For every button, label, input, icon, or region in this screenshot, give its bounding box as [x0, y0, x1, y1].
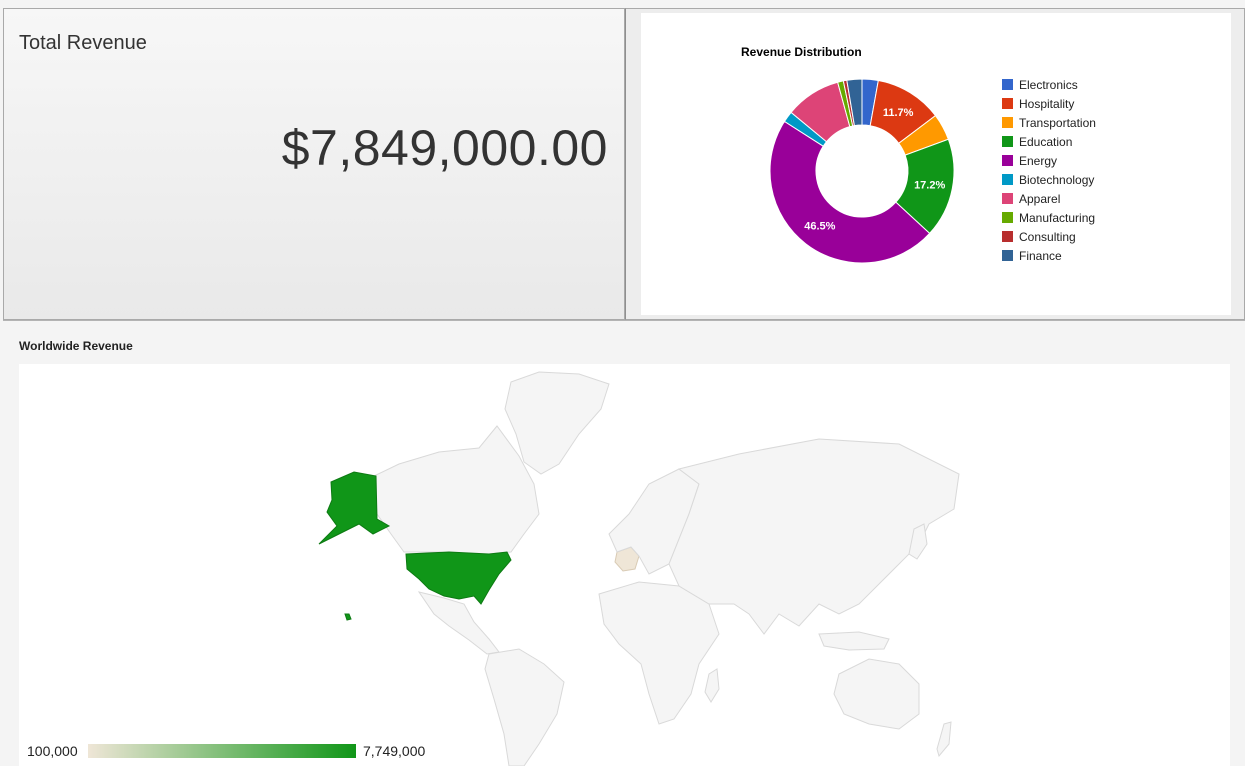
- legend-item-manufacturing[interactable]: Manufacturing: [1002, 208, 1096, 227]
- world-map-svg: [318, 371, 960, 766]
- legend-swatch: [1002, 79, 1013, 90]
- slice-energy[interactable]: [769, 120, 931, 264]
- legend-label: Energy: [1019, 153, 1058, 168]
- map-region-canada[interactable]: [373, 425, 540, 557]
- chart-legend: Electronics Hospitality Transportation Educ…: [1002, 75, 1096, 265]
- color-scale-min-label: 100,000: [27, 743, 78, 759]
- legend-item-education[interactable]: Education: [1002, 132, 1096, 151]
- map-region-africa[interactable]: [598, 581, 720, 725]
- color-scale-bar: [88, 744, 356, 758]
- map-region-hawaii[interactable]: [344, 613, 352, 621]
- legend-item-hospitality[interactable]: Hospitality: [1002, 94, 1096, 113]
- legend-swatch: [1002, 136, 1013, 147]
- legend-label: Consulting: [1019, 229, 1076, 244]
- total-revenue-panel: Total Revenue $7,849,000.00: [3, 8, 625, 320]
- legend-label: Finance: [1019, 248, 1062, 263]
- legend-swatch: [1002, 250, 1013, 261]
- map-region-greenland[interactable]: [504, 371, 610, 475]
- slice-label-education: 17.2%: [914, 179, 945, 191]
- legend-swatch: [1002, 193, 1013, 204]
- map-region-japan[interactable]: [908, 523, 928, 560]
- map-title: Worldwide Revenue: [19, 339, 133, 353]
- map-region-usa[interactable]: [405, 551, 512, 605]
- map-region-madagascar[interactable]: [704, 668, 720, 703]
- slice-label-hospitality: 11.7%: [883, 107, 914, 119]
- legend-item-consulting[interactable]: Consulting: [1002, 227, 1096, 246]
- legend-item-finance[interactable]: Finance: [1002, 246, 1096, 265]
- legend-item-apparel[interactable]: Apparel: [1002, 189, 1096, 208]
- worldwide-revenue-panel: Worldwide Revenue: [3, 320, 1245, 766]
- legend-label: Biotechnology: [1019, 172, 1095, 187]
- legend-swatch: [1002, 174, 1013, 185]
- color-scale-max-label: 7,749,000: [363, 743, 426, 759]
- total-revenue-value: $7,849,000.00: [281, 120, 608, 176]
- legend-item-biotechnology[interactable]: Biotechnology: [1002, 170, 1096, 189]
- legend-label: Apparel: [1019, 191, 1061, 206]
- legend-item-electronics[interactable]: Electronics: [1002, 75, 1096, 94]
- world-map: 100,000 7,749,000: [19, 364, 1230, 766]
- legend-swatch: [1002, 212, 1013, 223]
- total-revenue-title: Total Revenue: [19, 32, 147, 54]
- map-region-new-zealand[interactable]: [936, 721, 952, 758]
- legend-swatch: [1002, 98, 1013, 109]
- map-region-alaska[interactable]: [318, 471, 391, 545]
- slice-label-energy: 46.5%: [804, 221, 835, 233]
- legend-label: Hospitality: [1019, 96, 1075, 111]
- revenue-distribution-chart: 11.7% 17.2% 46.5% Revenue Distribution Ele…: [641, 13, 1231, 315]
- map-region-south-america[interactable]: [484, 648, 565, 766]
- legend-item-energy[interactable]: Energy: [1002, 151, 1096, 170]
- map-region-australia[interactable]: [833, 658, 920, 730]
- donut-chart: 11.7% 17.2% 46.5%: [769, 78, 955, 264]
- map-region-indonesia[interactable]: [818, 631, 890, 651]
- chart-title: Revenue Distribution: [741, 45, 862, 59]
- map-region-mexico[interactable]: [417, 591, 500, 655]
- legend-label: Transportation: [1019, 115, 1096, 130]
- map-region-asia[interactable]: [668, 438, 960, 635]
- legend-swatch: [1002, 231, 1013, 242]
- revenue-distribution-panel: 11.7% 17.2% 46.5% Revenue Distribution Ele…: [625, 8, 1245, 320]
- legend-item-transportation[interactable]: Transportation: [1002, 113, 1096, 132]
- legend-swatch: [1002, 155, 1013, 166]
- legend-label: Manufacturing: [1019, 210, 1096, 225]
- legend-label: Education: [1019, 134, 1073, 149]
- slice-finance[interactable]: [846, 78, 863, 127]
- legend-swatch: [1002, 117, 1013, 128]
- legend-label: Electronics: [1019, 77, 1078, 92]
